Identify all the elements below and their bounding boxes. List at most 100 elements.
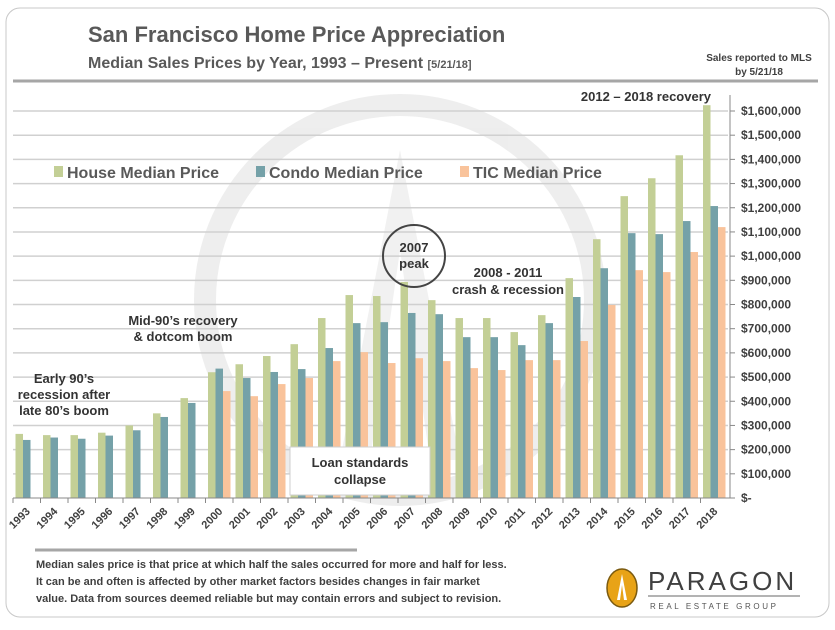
tic-bar-2002 [278,384,286,498]
y-tick-label: $1,000,000 [741,249,801,263]
footnote-line: It can be and often is affected by other… [36,576,480,588]
condo-bar-2004 [325,348,333,498]
condo-bar-2016 [655,234,663,498]
tic-bar-2007 [415,358,423,498]
y-tick-label: $900,000 [741,273,791,287]
annotation-line: late 80’s boom [19,403,109,418]
footnote-line: Median sales price is that price at whic… [36,559,507,571]
y-tick-label: $800,000 [741,298,791,312]
mls-note-2: by 5/21/18 [735,67,783,78]
tic-bar-2012 [553,360,561,498]
house-bar-2012 [538,315,546,498]
mls-note-1: Sales reported to MLS [706,53,812,64]
annotation-line: 2007 [400,240,429,255]
tic-bar-2000 [223,391,231,498]
logo-spire-icon [617,574,627,600]
annotation-line: & dotcom boom [134,329,233,344]
condo-bar-2001 [243,378,251,498]
condo-bar-2012 [545,323,553,498]
logo-tagline: REAL ESTATE GROUP [650,602,779,611]
house-bar-2015 [620,196,628,498]
y-tick-label: $700,000 [741,322,791,336]
footnote-line: value. Data from sources deemed reliable… [36,593,501,605]
y-tick-label: $100,000 [741,467,791,481]
condo-bar-2007 [408,312,416,498]
condo-bar-2009 [463,337,471,498]
legend-house: House Median Price [67,165,219,182]
subtitle-text: Median Sales Prices by Year, 1993 – Pres… [88,55,424,72]
y-tick-label: $400,000 [741,394,791,408]
condo-bar-2017 [683,221,691,498]
house-bar-2003 [290,344,298,498]
annotation-line: recession after [18,387,111,402]
house-bar-2006 [373,296,381,498]
legend: House Median Price Condo Median Price TI… [54,165,602,182]
condo-bar-2008 [435,314,443,498]
tic-bar-2016 [663,272,671,498]
condo-bar-2018 [710,206,718,498]
condo-bar-1997 [133,430,141,498]
house-bar-1995 [70,435,78,498]
tic-bar-2011 [525,360,533,498]
annotation-recovery: 2012 – 2018 recovery [581,89,712,104]
condo-bar-2014 [600,268,608,498]
tic-bar-2004 [333,361,341,498]
bars [15,105,726,498]
house-bar-2011 [510,332,518,498]
house-bar-2014 [593,239,601,498]
tic-bar-2015 [635,270,643,498]
legend-tic: TIC Median Price [473,165,602,182]
condo-bar-1995 [78,438,86,498]
tic-bar-2013 [580,341,588,498]
house-bar-2000 [208,372,216,498]
tic-bar-2009 [470,368,478,498]
condo-bar-2002 [270,371,278,498]
peak-circle [382,224,446,288]
house-bar-2008 [428,300,436,498]
annotation-line: peak [399,256,429,271]
annotation-line: collapse [334,472,386,487]
condo-bar-2003 [298,369,306,498]
condo-bar-2006 [380,322,388,498]
tic-bar-2008 [443,361,451,498]
condo-bar-1998 [160,416,168,498]
logo-emblem-icon [606,568,638,608]
tic-bar-2001 [250,396,258,498]
y-tick-label: $1,200,000 [741,201,801,215]
annotation-line: Early 90’s [34,371,94,386]
house-bar-1994 [43,435,51,498]
house-bar-2018 [703,105,711,498]
condo-bar-2010 [490,337,498,498]
legend-swatch-house [54,166,63,177]
annotation-crash: 2008 - 2011 crash & recession [452,265,564,297]
house-bar-2017 [675,155,683,498]
tic-bar-2014 [608,304,616,498]
annotation-mid90s: Mid-90’s recovery & dotcom boom [128,313,238,344]
y-tick-label: $1,400,000 [741,152,801,166]
legend-swatch-condo [256,166,265,177]
house-bar-1999 [180,398,188,498]
house-bar-2007 [400,282,408,498]
y-tick-label: $600,000 [741,346,791,360]
house-bar-2016 [648,178,656,498]
y-tick-label: $1,300,000 [741,177,801,191]
condo-bar-2011 [518,345,526,498]
house-bar-2004 [318,318,326,498]
annotation-loan: Loan standards collapse [289,446,431,496]
house-bar-2009 [455,318,463,498]
house-bar-2005 [345,295,353,498]
house-bar-1998 [153,413,161,498]
tic-bar-2018 [718,227,726,498]
condo-bar-1994 [50,437,58,498]
y-tick-label: $500,000 [741,370,791,384]
condo-bar-2013 [573,297,581,498]
annotation-line: 2008 - 2011 [474,265,543,280]
house-bar-2001 [235,364,243,498]
house-bar-1996 [98,432,106,498]
legend-condo: Condo Median Price [269,165,423,182]
house-bar-1993 [15,433,23,498]
condo-bar-2015 [628,233,636,498]
annotation-line: Mid-90’s recovery [128,313,238,328]
condo-bar-1993 [23,439,31,498]
